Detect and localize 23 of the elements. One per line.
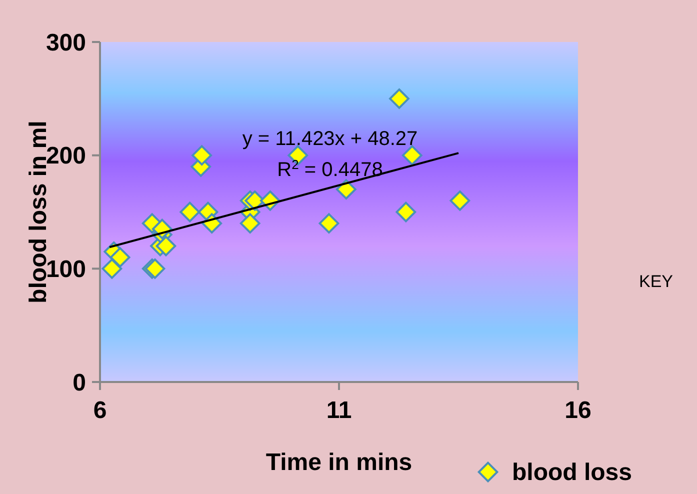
annotation: R$^{2}$ = 0.4478 [277, 156, 383, 181]
point [180, 202, 200, 222]
x-tick-label: 6 [93, 397, 107, 424]
point [450, 190, 470, 211]
x-tick-label: 11 [326, 397, 352, 424]
point [156, 236, 176, 256]
point [240, 213, 260, 234]
point [110, 247, 130, 268]
point [318, 213, 340, 234]
point [102, 258, 122, 279]
legend-label: blood loss [512, 459, 632, 486]
text: KEY [638, 272, 674, 291]
y-tick-label: 200 [46, 142, 86, 170]
point [396, 202, 416, 222]
point [402, 145, 422, 166]
point [389, 88, 410, 109]
y-tick-label: 300 [46, 29, 86, 56]
y-tick-label: 0 [72, 369, 86, 396]
point [192, 145, 212, 166]
point [336, 179, 356, 200]
x-tick-label: 16 [564, 397, 592, 424]
x-axis-title: Time in mins [266, 449, 412, 476]
annotation: y = 11.423x + 48.27 [242, 128, 418, 150]
